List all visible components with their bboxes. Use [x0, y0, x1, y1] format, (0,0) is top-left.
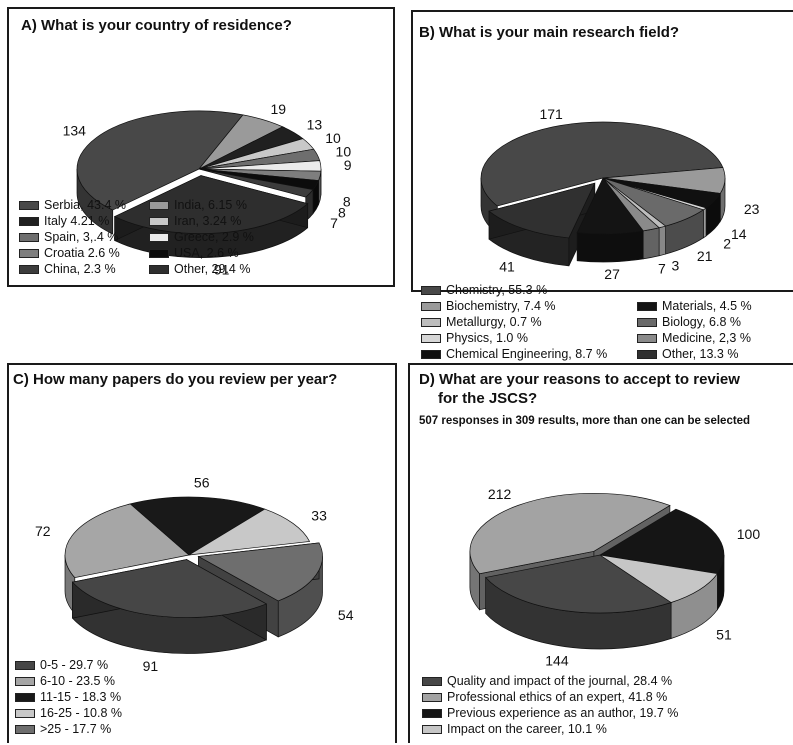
legend-swatch — [149, 265, 169, 274]
legend-item: Previous experience as an author, 19.7 % — [422, 705, 678, 721]
pie-value-label: 19 — [270, 101, 286, 117]
panel-a: A) What is your country of residence? 13… — [7, 7, 395, 287]
pie-value-label: 7 — [658, 261, 666, 277]
legend-swatch — [421, 350, 441, 359]
pie-slice-side — [577, 231, 643, 262]
legend-swatch — [637, 350, 657, 359]
pie-slice-side — [703, 208, 706, 238]
legend-swatch — [19, 249, 39, 258]
pie-value-label: 21 — [697, 248, 713, 264]
legend-swatch — [421, 302, 441, 311]
legend-item: India, 6.15 % — [149, 197, 247, 213]
legend-item: Chemical Engineering, 8.7 % — [421, 346, 607, 362]
legend-item: Professional ethics of an expert, 41.8 % — [422, 689, 667, 705]
legend-item: Iran, 3.24 % — [149, 213, 241, 229]
legend-item: Biochemistry, 7.4 % — [421, 298, 556, 314]
legend-item: China, 2.3 % — [19, 261, 116, 277]
legend-swatch — [421, 318, 441, 327]
pie-value-label: 3 — [672, 258, 680, 274]
pie-value-label: 72 — [35, 523, 51, 539]
legend-swatch — [19, 233, 39, 242]
pie-value-label: 9 — [344, 157, 352, 173]
legend-item: Other, 29.4 % — [149, 261, 250, 277]
pie-value-label: 100 — [737, 526, 761, 542]
pie-slice-side — [659, 226, 666, 256]
legend-swatch — [422, 677, 442, 686]
panel-c: C) How many papers do you review per yea… — [7, 363, 397, 743]
legend-swatch — [15, 725, 35, 734]
legend-swatch — [19, 265, 39, 274]
legend-item: Spain, 3,.4 % — [19, 229, 118, 245]
legend-swatch — [421, 334, 441, 343]
legend-swatch — [149, 201, 169, 210]
legend-item: Croatia 2.6 % — [19, 245, 120, 261]
legend-item: Quality and impact of the journal, 28.4 … — [422, 673, 672, 689]
legend-item: Medicine, 2,3 % — [637, 330, 751, 346]
legend-item: Metallurgy, 0.7 % — [421, 314, 542, 330]
legend-item: Biology, 6.8 % — [637, 314, 741, 330]
legend-d: Quality and impact of the journal, 28.4 … — [422, 673, 792, 743]
pie-value-label: 171 — [539, 106, 563, 122]
legend-swatch — [637, 334, 657, 343]
legend-a: Serbia, 43.4 % India, 6.15 % Italy 4.21 … — [19, 197, 389, 285]
legend-c: 0-5 - 29.7 % 6-10 - 23.5 % 11-15 - 18.3 … — [15, 657, 315, 741]
pie-value-label: 14 — [731, 226, 747, 242]
legend-item: Physics, 1.0 % — [421, 330, 528, 346]
pie-value-label: 23 — [744, 201, 760, 217]
legend-swatch — [421, 286, 441, 295]
legend-swatch — [149, 233, 169, 242]
pie-slice-side — [643, 228, 659, 259]
legend-swatch — [15, 709, 35, 718]
legend-item: 11-15 - 18.3 % — [15, 689, 121, 705]
legend-swatch — [15, 661, 35, 670]
legend-swatch — [19, 217, 39, 226]
legend-swatch — [422, 709, 442, 718]
legend-item: 6-10 - 23.5 % — [15, 673, 115, 689]
legend-swatch — [637, 318, 657, 327]
legend-item: USA, 2.6 % — [149, 245, 239, 261]
legend-swatch — [637, 302, 657, 311]
pie-value-label: 2 — [723, 236, 731, 252]
pie-value-label: 56 — [194, 475, 210, 491]
legend-swatch — [149, 217, 169, 226]
legend-item: Materials, 4.5 % — [637, 298, 752, 314]
panel-d: D) What are your reasons to accept to re… — [408, 363, 793, 743]
legend-item: Serbia, 43.4 % — [19, 197, 126, 213]
pie-value-label: 134 — [63, 122, 87, 138]
legend-b: Chemistry, 55.3 % Biochemistry, 7.4 % Ma… — [421, 282, 793, 366]
legend-item: Greece, 2.9 % — [149, 229, 254, 245]
pie-value-label: 212 — [488, 486, 512, 502]
pie-value-label: 33 — [311, 508, 327, 524]
legend-item: Impact on the career, 10.1 % — [422, 721, 607, 737]
pie-value-label: 144 — [545, 653, 569, 669]
legend-swatch — [19, 201, 39, 210]
legend-item: 16-25 - 10.8 % — [15, 705, 122, 721]
legend-item: 0-5 - 29.7 % — [15, 657, 108, 673]
pie-value-label: 51 — [716, 627, 732, 643]
pie-value-label: 27 — [604, 266, 620, 282]
pie-chart-b: 171 23 142 21 37 27 41 — [413, 12, 793, 294]
pie-value-label: 41 — [499, 258, 515, 274]
legend-swatch — [15, 693, 35, 702]
pie-value-label: 54 — [338, 607, 354, 623]
legend-swatch — [422, 725, 442, 734]
legend-swatch — [15, 677, 35, 686]
pie-value-label: 13 — [307, 116, 323, 132]
legend-item: Italy 4.21 % — [19, 213, 109, 229]
legend-swatch — [149, 249, 169, 258]
legend-item: >25 - 17.7 % — [15, 721, 111, 737]
legend-item: Chemistry, 55.3 % — [421, 282, 547, 298]
legend-item: Other, 13.3 % — [637, 346, 738, 362]
panel-b: B) What is your main research field? 171… — [411, 10, 793, 292]
legend-swatch — [422, 693, 442, 702]
